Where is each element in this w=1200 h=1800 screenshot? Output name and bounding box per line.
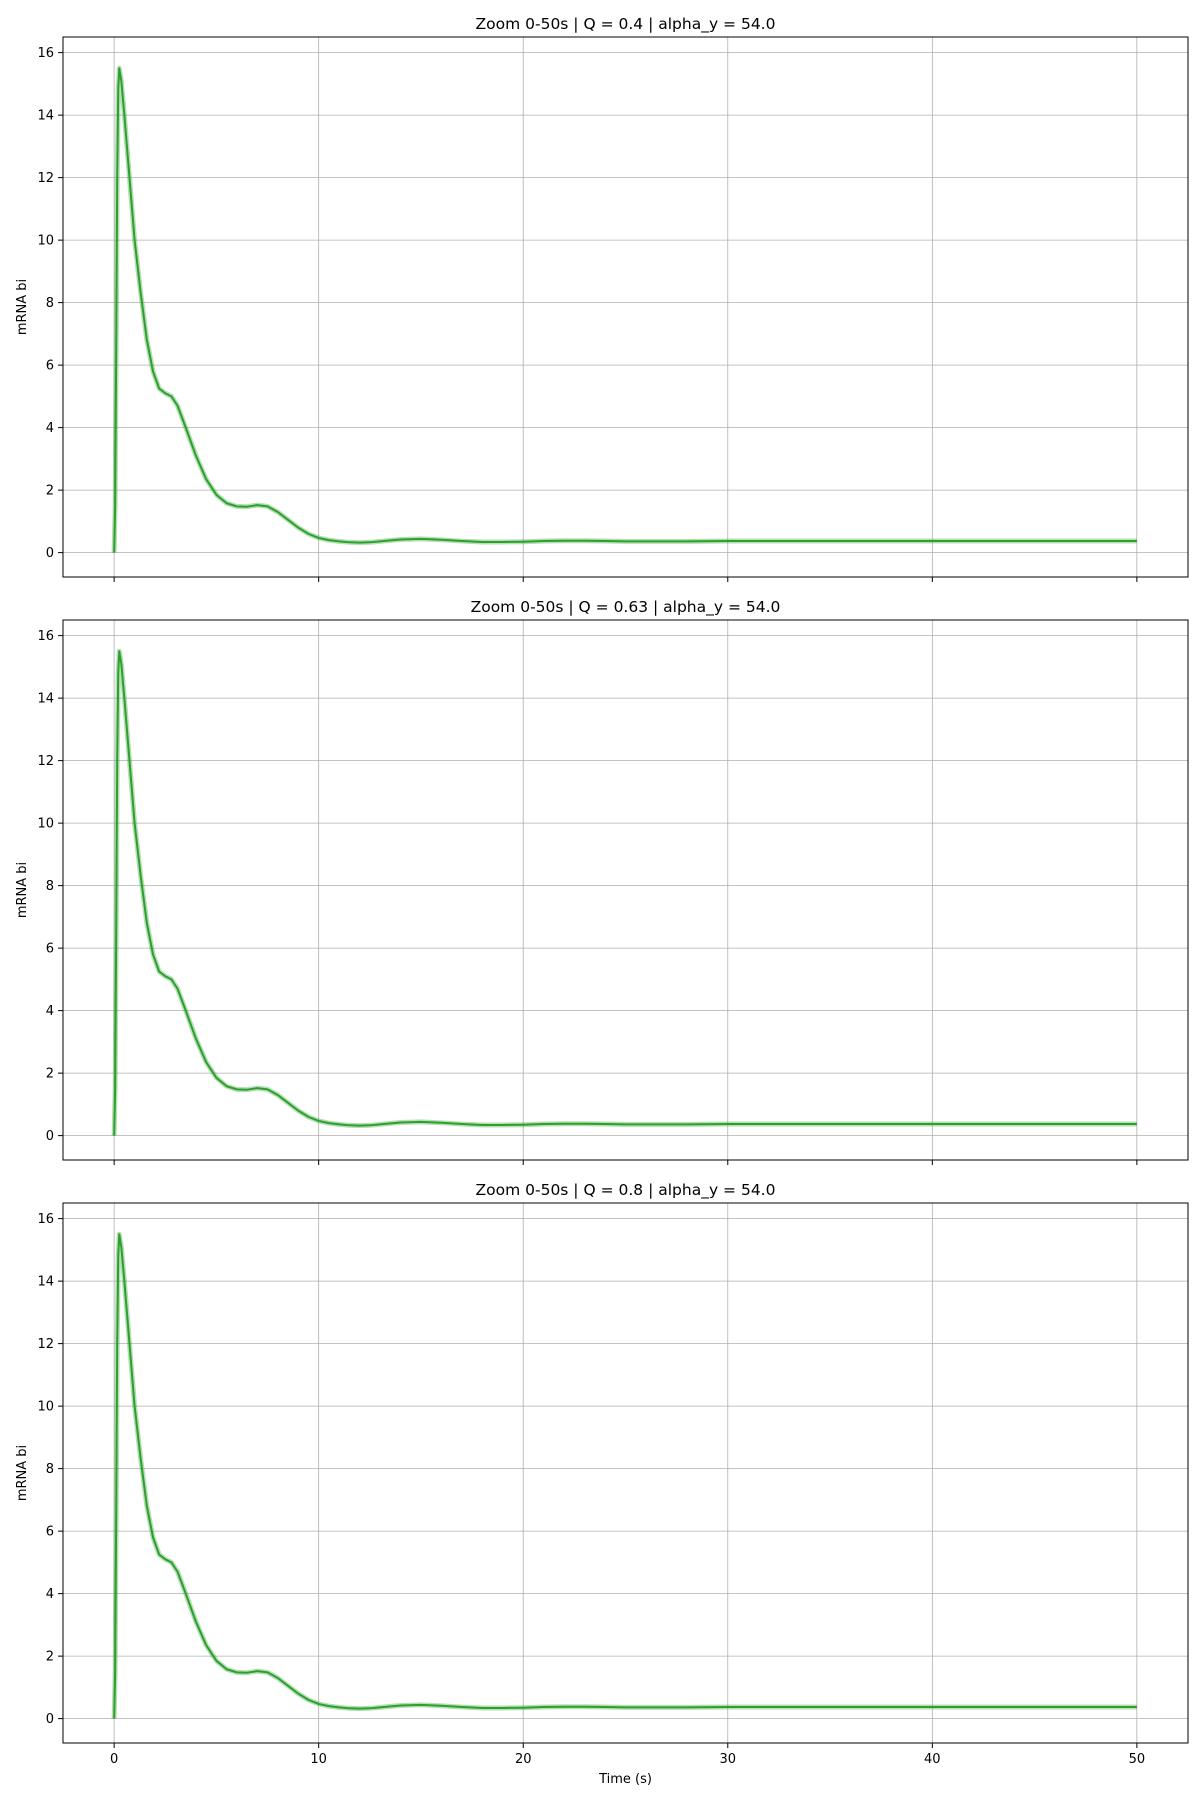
y-tick-label: 12 (37, 171, 54, 186)
y-axis-label: mRNA bi (15, 1445, 30, 1501)
y-tick-label: 0 (46, 546, 54, 561)
y-tick-label: 2 (46, 1650, 54, 1665)
y-tick-label: 6 (46, 359, 54, 374)
x-tick-label: 0 (110, 1752, 118, 1767)
x-tick-label: 30 (719, 1752, 736, 1767)
x-tick-label: 50 (1129, 1752, 1146, 1767)
y-tick-label: 6 (46, 942, 54, 957)
y-tick-label: 14 (37, 109, 54, 124)
y-tick-label: 4 (46, 1587, 54, 1602)
x-tick-label: 20 (515, 1752, 532, 1767)
chart-title: Zoom 0-50s | Q = 0.8 | alpha_y = 54.0 (476, 1181, 776, 1200)
y-tick-label: 16 (37, 46, 54, 61)
subplot-1: 0 2 4 6 8 10 12 14 16 Zoom 0-50s | Q = 0.4 | alph… (15, 15, 1189, 582)
y-tick-label: 10 (37, 817, 54, 832)
series-line (113, 1233, 1137, 1719)
y-tick-label: 0 (46, 1712, 54, 1727)
y-tick-label: 0 (46, 1129, 54, 1144)
axes-frame (62, 36, 1189, 578)
y-tick-label: 2 (46, 484, 54, 499)
y-tick-label: 12 (37, 754, 54, 769)
series-band (111, 1231, 1137, 1719)
y-tick-label: 16 (37, 1212, 54, 1227)
y-tick-label: 8 (46, 1462, 54, 1477)
x-tick-label: 10 (310, 1752, 327, 1767)
y-tick-label: 10 (37, 234, 54, 249)
series-band (111, 648, 1137, 1136)
y-tick-label: 4 (46, 1004, 54, 1019)
y-tick-label: 8 (46, 296, 54, 311)
y-axis-label: mRNA bi (15, 279, 30, 335)
chart-title: Zoom 0-50s | Q = 0.63 | alpha_y = 54.0 (471, 598, 781, 617)
subplot-2: 0 2 4 6 8 10 12 14 16 Zoom 0-50s | Q = 0.63 | alp… (15, 598, 1189, 1165)
series-line (113, 67, 1137, 553)
y-tick-label: 6 (46, 1525, 54, 1540)
y-tick-label: 16 (37, 629, 54, 644)
y-tick-label: 14 (37, 1275, 54, 1290)
series-line (113, 650, 1137, 1136)
y-tick-label: 4 (46, 421, 54, 436)
y-tick-label: 8 (46, 879, 54, 894)
subplot-3: 0 10 20 30 40 50 0 2 4 6 8 10 12 14 16 Zoom 0-50s | Q =… (15, 1181, 1189, 1787)
y-tick-label: 12 (37, 1337, 54, 1352)
x-tick-label: 40 (924, 1752, 941, 1767)
y-tick-label: 10 (37, 1400, 54, 1415)
series-band (111, 65, 1137, 553)
y-tick-label: 2 (46, 1067, 54, 1082)
axes-frame (62, 1202, 1189, 1744)
axes-frame (62, 619, 1189, 1161)
y-axis-label: mRNA bi (15, 862, 30, 918)
chart-title: Zoom 0-50s | Q = 0.4 | alpha_y = 54.0 (476, 15, 776, 34)
y-tick-label: 14 (37, 692, 54, 707)
x-axis-label: Time (s) (598, 1772, 652, 1787)
